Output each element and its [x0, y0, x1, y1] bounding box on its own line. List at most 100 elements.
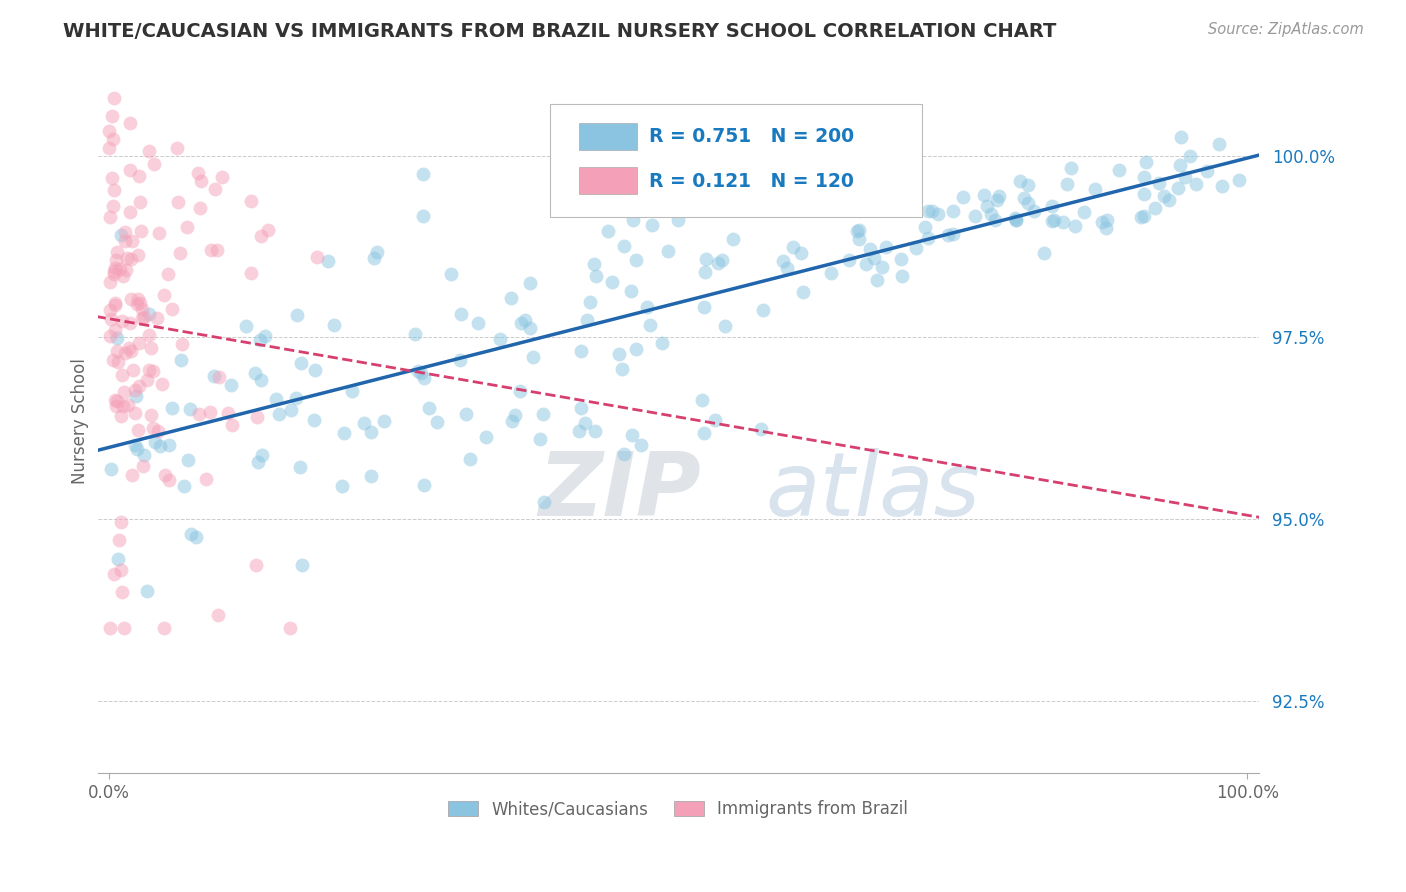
- Point: [1147, 177, 1170, 191]
- Point: [266, 392, 288, 407]
- Point: [166, 141, 188, 155]
- Point: [363, 251, 385, 265]
- Point: [792, 285, 814, 300]
- Point: [1095, 212, 1118, 227]
- Point: [353, 416, 375, 430]
- Point: [143, 157, 166, 171]
- Point: [620, 284, 643, 298]
- Point: [149, 439, 172, 453]
- Point: [714, 318, 737, 333]
- Point: [704, 413, 727, 427]
- Point: [160, 401, 183, 415]
- Point: [159, 438, 181, 452]
- Point: [330, 479, 353, 493]
- Point: [870, 260, 893, 274]
- Point: [905, 241, 928, 255]
- Y-axis label: Nursery School: Nursery School: [72, 358, 89, 484]
- Point: [769, 169, 792, 184]
- Text: R = 0.121   N = 120: R = 0.121 N = 120: [650, 172, 853, 191]
- FancyBboxPatch shape: [550, 103, 922, 217]
- Point: [515, 313, 537, 327]
- Point: [108, 262, 131, 277]
- Point: [150, 377, 173, 392]
- Point: [184, 530, 207, 544]
- Point: [114, 234, 136, 248]
- Point: [157, 473, 180, 487]
- Point: [121, 234, 143, 248]
- Point: [138, 327, 160, 342]
- Point: [613, 447, 636, 461]
- Text: atlas: atlas: [765, 449, 980, 534]
- Point: [120, 343, 142, 358]
- Point: [141, 409, 163, 423]
- Point: [160, 301, 183, 316]
- Point: [855, 257, 877, 271]
- Point: [613, 238, 636, 252]
- Point: [360, 468, 382, 483]
- Point: [941, 203, 963, 218]
- Point: [1211, 178, 1233, 193]
- Point: [411, 366, 433, 380]
- Point: [219, 377, 242, 392]
- Point: [115, 252, 138, 266]
- Point: [412, 167, 434, 181]
- Point: [1032, 245, 1054, 260]
- Point: [98, 276, 121, 290]
- Point: [695, 186, 717, 200]
- Point: [578, 294, 600, 309]
- Point: [104, 323, 127, 337]
- Text: WHITE/CAUCASIAN VS IMMIGRANTS FROM BRAZIL NURSERY SCHOOL CORRELATION CHART: WHITE/CAUCASIAN VS IMMIGRANTS FROM BRAZI…: [63, 22, 1057, 41]
- Point: [100, 312, 122, 326]
- Point: [583, 256, 606, 270]
- Point: [820, 266, 842, 280]
- Point: [574, 416, 596, 430]
- Point: [105, 399, 128, 413]
- Point: [104, 393, 127, 408]
- Point: [980, 207, 1002, 221]
- Point: [180, 527, 202, 541]
- Point: [187, 166, 209, 180]
- Point: [173, 479, 195, 493]
- Point: [269, 407, 291, 421]
- Point: [112, 621, 135, 635]
- Point: [103, 199, 125, 213]
- Point: [107, 355, 129, 369]
- Point: [596, 224, 619, 238]
- Point: [917, 204, 939, 219]
- Point: [176, 220, 198, 235]
- Point: [690, 392, 713, 407]
- Point: [942, 227, 965, 241]
- Point: [148, 227, 170, 241]
- Point: [522, 350, 544, 364]
- Point: [110, 516, 132, 530]
- Point: [304, 413, 326, 427]
- Point: [98, 621, 121, 635]
- Point: [170, 353, 193, 368]
- Point: [243, 366, 266, 380]
- Point: [1017, 178, 1039, 193]
- Point: [1005, 212, 1028, 227]
- Point: [132, 448, 155, 462]
- Point: [98, 124, 121, 138]
- Point: [100, 462, 122, 476]
- Point: [641, 218, 664, 232]
- Point: [863, 251, 886, 265]
- Point: [914, 219, 936, 234]
- Point: [790, 246, 813, 260]
- Point: [499, 291, 522, 305]
- Point: [1052, 215, 1074, 229]
- Point: [101, 353, 124, 368]
- Point: [519, 321, 541, 335]
- Point: [724, 146, 747, 161]
- Point: [118, 341, 141, 355]
- Point: [630, 438, 652, 452]
- Point: [101, 109, 124, 123]
- Point: [128, 379, 150, 393]
- Point: [111, 584, 134, 599]
- Point: [360, 425, 382, 439]
- Point: [332, 426, 354, 441]
- Point: [489, 333, 512, 347]
- Point: [167, 194, 190, 209]
- Point: [1012, 191, 1035, 205]
- Point: [146, 311, 169, 326]
